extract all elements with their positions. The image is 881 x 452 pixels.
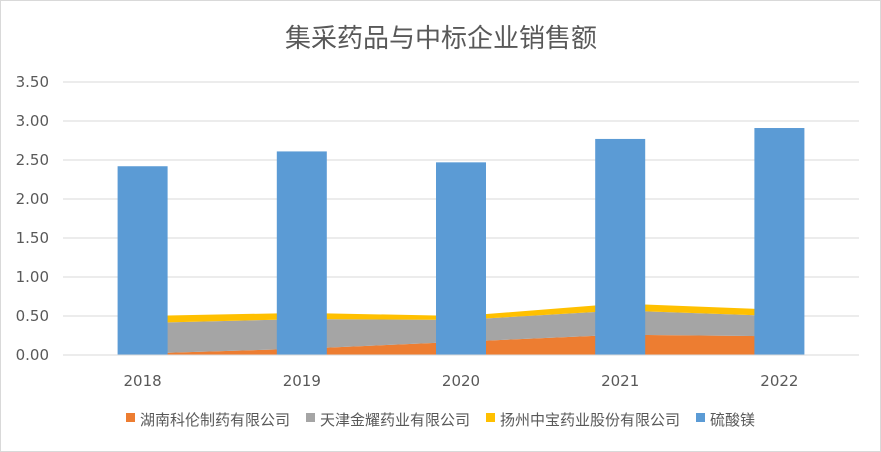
legend-label: 湖南科伦制药有限公司 — [140, 411, 290, 429]
x-tick-label: 2020 — [442, 372, 480, 390]
x-tick-label: 2018 — [124, 372, 162, 390]
y-tick-label: 3.50 — [16, 73, 49, 91]
y-tick-label: 1.50 — [16, 229, 49, 247]
y-tick-label: 2.00 — [16, 190, 49, 208]
y-tick-label: 0.50 — [16, 307, 49, 325]
legend-swatch — [126, 413, 135, 422]
legend-label: 天津金耀药业有限公司 — [320, 411, 470, 429]
y-tick-label: 3.00 — [16, 112, 49, 130]
chart-title: 集采药品与中标企业销售额 — [285, 24, 597, 54]
legend-label: 硫酸镁 — [710, 411, 755, 429]
legend-swatch — [696, 413, 705, 422]
bar — [595, 138, 646, 355]
bar — [117, 166, 168, 355]
axes: 0.00 0.50 1.00 1.50 2.00 2.50 3.00 3.50 2018 2019… — [16, 73, 859, 390]
y-tick-label: 1.00 — [16, 268, 49, 286]
y-tick-label: 0.00 — [16, 346, 49, 364]
legend-label: 扬州中宝药业股份有限公司 — [500, 411, 680, 429]
legend-swatch — [306, 413, 315, 422]
x-tick-label: 2021 — [601, 372, 639, 390]
y-tick-label: 2.50 — [16, 151, 49, 169]
legend-swatch — [486, 413, 495, 422]
x-tick-label: 2019 — [283, 372, 321, 390]
legend: 湖南科伦制药有限公司 天津金耀药业有限公司 扬州中宝药业股份有限公司 硫酸镁 — [126, 411, 755, 429]
bar — [436, 162, 486, 355]
x-tick-label: 2022 — [760, 372, 798, 390]
bar — [754, 128, 805, 355]
bars — [117, 128, 805, 355]
bar — [276, 151, 327, 355]
